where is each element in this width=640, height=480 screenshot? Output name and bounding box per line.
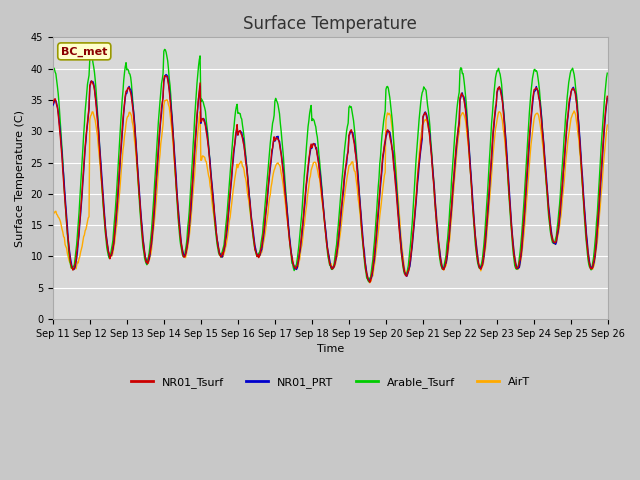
- Legend: NR01_Tsurf, NR01_PRT, Arable_Tsurf, AirT: NR01_Tsurf, NR01_PRT, Arable_Tsurf, AirT: [126, 372, 535, 392]
- X-axis label: Time: Time: [317, 344, 344, 354]
- Y-axis label: Surface Temperature (C): Surface Temperature (C): [15, 110, 25, 247]
- Text: BC_met: BC_met: [61, 46, 108, 57]
- Title: Surface Temperature: Surface Temperature: [243, 15, 417, 33]
